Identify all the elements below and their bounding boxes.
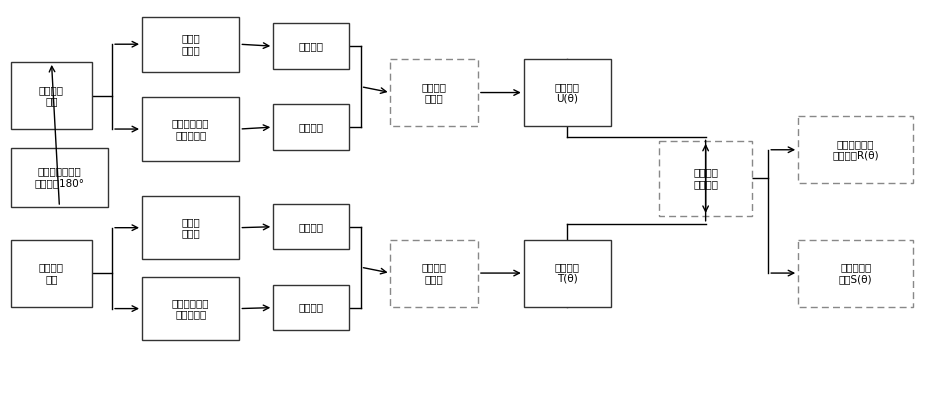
Text: 圆光栅
读数头: 圆光栅 读数头 [181, 217, 200, 238]
Text: 位移数据: 位移数据 [299, 302, 323, 313]
Bar [142, 97, 240, 161]
Text: 非接触式色散
共焦传感器: 非接触式色散 共焦传感器 [172, 298, 210, 319]
Text: 开始反向
测量: 开始反向 测量 [39, 85, 64, 106]
Text: 圆光栅
读数头: 圆光栅 读数头 [181, 33, 200, 55]
Bar [10, 148, 108, 207]
Bar [523, 59, 611, 126]
Text: 标准球与传感器
同时旋转180°: 标准球与传感器 同时旋转180° [34, 166, 84, 188]
Bar [659, 141, 753, 216]
Bar [273, 285, 349, 330]
Text: 反向后测
量数据: 反向后测 量数据 [422, 82, 447, 103]
Bar [798, 116, 914, 183]
Text: 非接触式色散
共焦传感器: 非接触式色散 共焦传感器 [172, 118, 210, 140]
Bar [391, 59, 478, 126]
Bar [273, 104, 349, 150]
Text: 角度数据: 角度数据 [299, 222, 323, 232]
Bar [142, 16, 240, 72]
Bar [273, 23, 349, 69]
Text: 消除偏心
U(θ): 消除偏心 U(θ) [555, 82, 580, 103]
Text: 位移数据: 位移数据 [299, 122, 323, 132]
Bar [391, 240, 478, 307]
Bar [10, 240, 92, 307]
Bar [798, 240, 914, 307]
Text: 消除偏心
T(θ): 消除偏心 T(θ) [555, 262, 580, 284]
Text: 反向误差
分离方法: 反向误差 分离方法 [693, 168, 719, 189]
Bar [273, 204, 349, 249]
Text: 空气静压主轴
回转误差R(θ): 空气静压主轴 回转误差R(θ) [832, 139, 879, 161]
Text: 角度数据: 角度数据 [299, 41, 323, 51]
Bar [10, 62, 92, 129]
Text: 开始正向
测量: 开始正向 测量 [39, 262, 64, 284]
Text: 反向前测
量数据: 反向前测 量数据 [422, 262, 447, 284]
Bar [142, 277, 240, 340]
Bar [142, 196, 240, 259]
Bar [523, 240, 611, 307]
Text: 标准球圆度
误差S(θ): 标准球圆度 误差S(θ) [839, 262, 872, 284]
